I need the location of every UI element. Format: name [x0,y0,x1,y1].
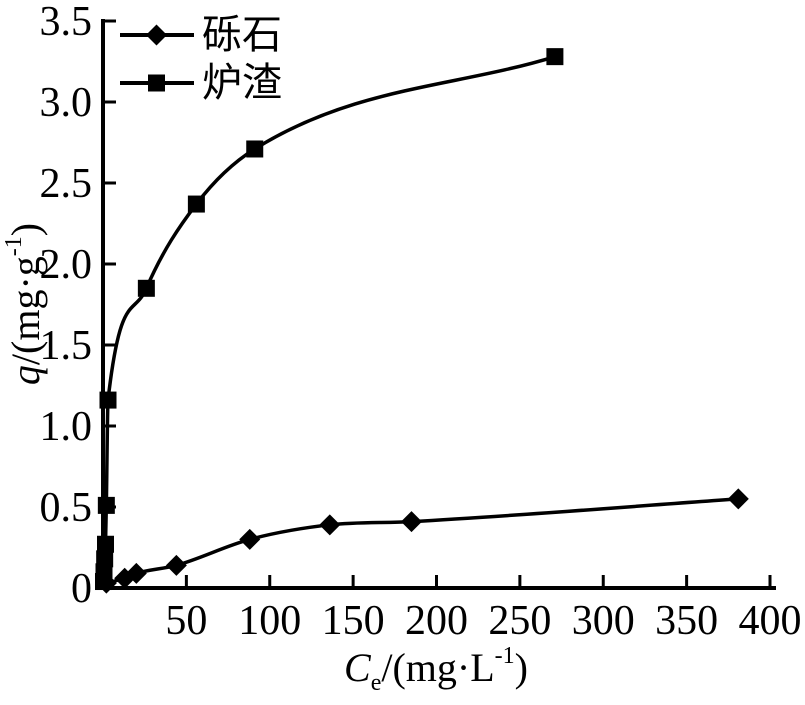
diamond-marker [319,514,341,536]
y-tick-label: 0.5 [40,485,93,531]
legend-label-gravel: 砾石 [202,12,282,57]
y-tick-label: 3.0 [40,80,93,126]
square-marker [97,535,115,553]
x-axis-unit-close: ) [514,645,528,690]
diamond-marker [165,554,187,576]
y-axis-title: q/(mg·g-1) [1,222,48,386]
y-tick-label: 0 [71,566,92,612]
x-tick-label: 250 [488,598,551,644]
legend: 砾石 炉渣 [118,12,282,106]
x-tick-label: 150 [322,598,385,644]
x-axis-unit: /(mg·L [381,645,495,690]
legend-item-slag: 炉渣 [118,60,282,106]
diamond-marker-icon [120,24,194,46]
y-tick-label: 1.5 [40,323,93,369]
legend-label-slag: 炉渣 [202,60,282,105]
x-axis-exponent: -1 [494,643,515,670]
square-marker [546,48,564,66]
square-marker [96,550,114,568]
series-line-square [101,54,556,582]
x-tick-label: 400 [739,598,802,644]
diamond-marker [727,488,749,510]
diamond-marker [114,567,136,589]
y-tick-label: 2.0 [40,242,93,288]
diamond-marker [400,511,422,533]
x-tick-label: 300 [572,598,635,644]
y-tick-label: 3.5 [40,0,93,45]
y-axis-unit: /(mg·g [3,256,48,366]
diamond-icon [146,24,167,46]
y-axis-variable: q [3,365,48,386]
square-marker [137,279,155,297]
x-tick-label: 350 [655,598,718,644]
y-tick-label: 1.0 [40,404,93,450]
square-marker-icon [120,74,194,92]
diamond-marker [125,562,147,584]
x-axis-variable: C [344,645,371,690]
x-tick-label: 200 [405,598,468,644]
legend-item-gravel: 砾石 [118,12,282,58]
square-marker [246,140,264,158]
x-axis-subscript: e [370,670,382,696]
square-marker [99,391,117,409]
square-marker [95,563,113,581]
series-line-diamond [105,497,739,585]
square-marker [97,496,115,514]
x-tick-label: 50 [165,598,207,644]
y-axis-unit-close: ) [3,222,48,237]
square-icon [148,74,165,92]
square-marker [187,195,205,213]
x-axis-title: Ce/(mg·L-1) [344,644,528,695]
y-tick-label: 2.5 [40,161,93,207]
x-tick-label: 100 [238,598,301,644]
diamond-marker [239,528,261,550]
y-axis-exponent: -1 [1,236,28,257]
